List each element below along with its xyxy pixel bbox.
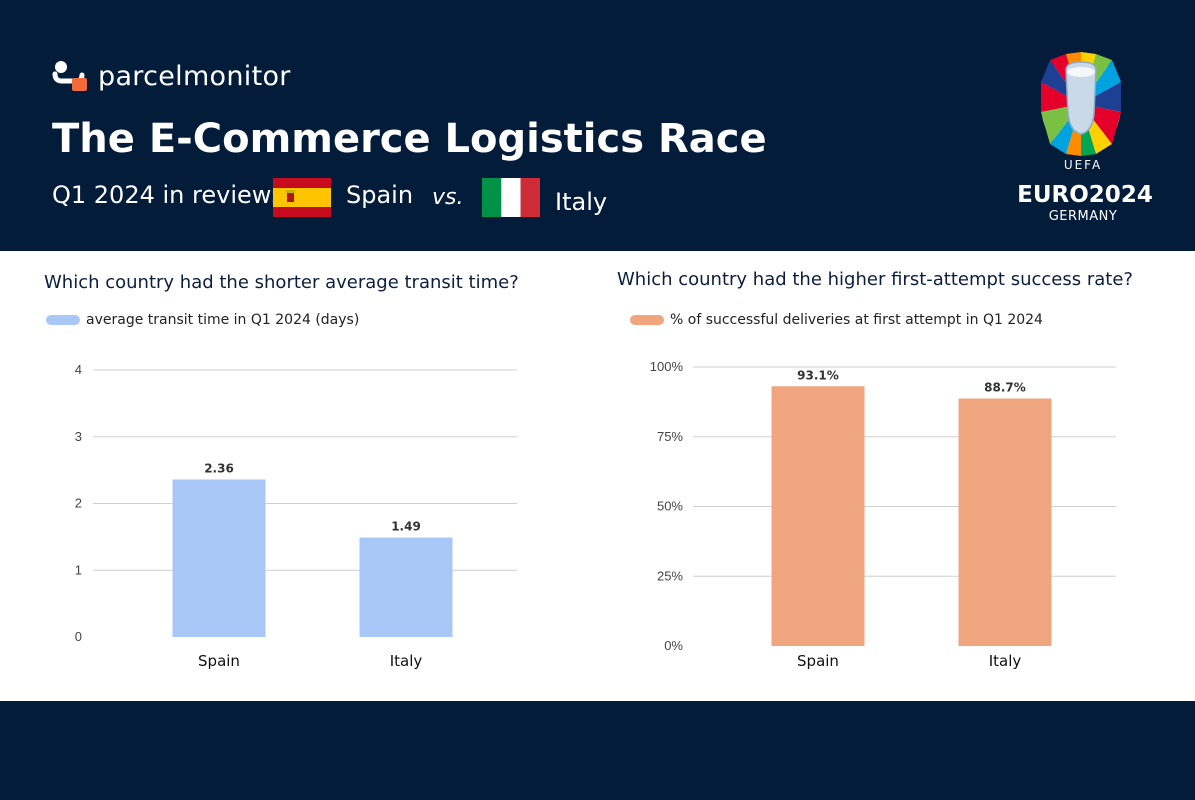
transit-y-tick-label: 1: [75, 562, 82, 577]
success-bar-spain: [771, 386, 865, 646]
success-y-tick-label: 0%: [664, 638, 683, 653]
charts-canvas: 0 1 2 3 4 2.36 Spain 1.49 Italy 0% 25% 50% 75% 100% 93…: [75, 359, 1116, 670]
success-y-tick-label: 100%: [650, 359, 684, 374]
italy-flag-icon: [482, 178, 540, 217]
brand-logo: parcelmonitor: [52, 58, 291, 94]
transit-bar-italy: [359, 537, 453, 637]
transit-category-label: Italy: [390, 652, 423, 670]
transit-y-tick-label: 4: [75, 362, 82, 377]
euro-name: EURO2024: [1017, 182, 1153, 208]
transit-y-tick-label: 2: [75, 496, 82, 511]
transit-data-label: 2.36: [204, 461, 234, 475]
legend-label: average transit time in Q1 2024 (days): [86, 312, 360, 328]
success-y-tick-label: 25%: [657, 568, 683, 583]
transit-chart-title: Which country had the shorter average tr…: [44, 272, 519, 293]
parcelmonitor-logo-icon: [52, 61, 87, 91]
subtitle: Q1 2024 in review:: [52, 181, 279, 209]
legend-swatch: [630, 315, 664, 325]
charts-panel: Which country had the shorter average tr…: [0, 251, 1195, 701]
legend-swatch: [46, 315, 80, 325]
success-chart-legend: % of successful deliveries at first atte…: [630, 312, 1043, 328]
legend-label: % of successful deliveries at first atte…: [670, 312, 1043, 328]
page-title: The E-Commerce Logistics Race: [52, 116, 767, 162]
transit-y-tick-label: 3: [75, 429, 82, 444]
success-y-tick-label: 50%: [657, 499, 683, 514]
success-category-label: Spain: [797, 652, 839, 670]
success-y-tick-label: 75%: [657, 429, 683, 444]
success-chart-title: Which country had the higher first-attem…: [617, 269, 1133, 290]
versus-label: vs.: [432, 185, 464, 210]
transit-category-label: Spain: [198, 652, 240, 670]
header-banner: parcelmonitor The E-Commerce Logistics R…: [0, 0, 1195, 251]
trophy-icon: [1041, 52, 1121, 156]
uefa-label: UEFA: [1063, 158, 1103, 172]
transit-y-tick-label: 0: [75, 629, 82, 644]
country-italy-label: Italy: [555, 188, 608, 216]
success-category-label: Italy: [989, 652, 1022, 670]
success-data-label: 88.7%: [984, 381, 1026, 395]
euro-country: GERMANY: [1048, 209, 1118, 224]
spain-flag-icon: [273, 178, 331, 217]
country-spain-label: Spain: [346, 181, 414, 209]
brand-name: parcelmonitor: [98, 60, 291, 92]
success-bar-italy: [958, 398, 1052, 646]
transit-bar-spain: [172, 479, 266, 637]
transit-data-label: 1.49: [391, 520, 421, 534]
success-data-label: 93.1%: [797, 368, 839, 382]
transit-chart-legend: average transit time in Q1 2024 (days): [46, 312, 359, 328]
subtitle-row: Q1 2024 in review: Spain vs. Italy: [52, 176, 672, 218]
euro2024-logo: UEFA EURO2024 GERMANY: [1008, 48, 1158, 228]
